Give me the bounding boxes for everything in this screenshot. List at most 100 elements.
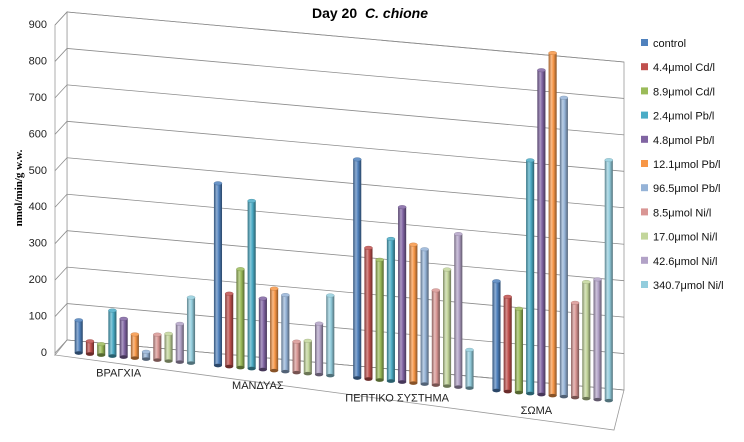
legend-label: 340.7μmol Ni/l [653, 280, 724, 292]
bar-body [225, 293, 234, 367]
bar-body [353, 159, 362, 379]
bar-cap [141, 349, 151, 354]
bar [314, 321, 324, 377]
bar-body [303, 340, 312, 374]
chart-title: Day 20 C. chione [312, 5, 428, 21]
bar-body [420, 249, 429, 385]
bar-base [465, 386, 474, 390]
y-tick-label: 200 [29, 274, 47, 286]
bar-body [364, 247, 373, 380]
gridline-side [54, 11, 68, 26]
legend-label: 4.4μmol Cd/l [653, 62, 715, 74]
legend-swatch [641, 39, 648, 46]
bar [236, 267, 245, 370]
bar-body [108, 310, 117, 357]
bar-body [375, 259, 384, 381]
bar-base [186, 361, 196, 365]
bar [503, 294, 512, 394]
bar-base [353, 376, 362, 380]
bar-body [247, 200, 256, 369]
bar-base [375, 378, 384, 382]
bar-body [571, 302, 580, 398]
bar-base [247, 366, 256, 371]
bar [130, 332, 140, 360]
bar [582, 280, 591, 401]
bar-base [526, 391, 535, 396]
bar-base [559, 394, 568, 399]
bar-body [582, 281, 591, 399]
y-tick-label: 900 [29, 19, 47, 31]
bar-base [142, 357, 151, 361]
bar [85, 339, 95, 356]
bar-body [409, 244, 418, 384]
gridline-side [54, 157, 68, 172]
bar [397, 205, 407, 384]
legend-label: control [653, 38, 686, 50]
legend-label: 8.5μmol Ni/l [653, 207, 711, 219]
bar-body [559, 97, 568, 397]
bar-base [420, 382, 429, 386]
bar [604, 158, 614, 403]
bar-cap [352, 157, 362, 162]
bar-cap [269, 286, 279, 291]
bar-base [537, 392, 546, 397]
legend-swatch [641, 135, 648, 143]
bar-body [97, 344, 106, 356]
bar-body [119, 318, 128, 358]
legend-label: 2.4μmol Pb/l [653, 111, 714, 123]
bar [375, 257, 384, 382]
bar [442, 267, 452, 388]
bar-cap [492, 279, 501, 284]
bar-cap [604, 158, 614, 163]
bar-base [225, 364, 234, 369]
bar [593, 277, 602, 402]
bar-body [186, 297, 196, 364]
legend-swatch [641, 111, 648, 119]
side-wall [54, 10, 68, 357]
bar-base [409, 381, 418, 385]
gridline-side [54, 193, 68, 208]
category-label: ΣΩΜΑ [521, 405, 553, 417]
bar-body [292, 341, 301, 373]
bar [326, 293, 335, 378]
bar-body [326, 295, 335, 376]
bar [119, 316, 128, 359]
bar-base [593, 397, 602, 402]
bar-body [604, 160, 613, 401]
legend-swatch [641, 208, 648, 216]
legend-label: 42.6μmol Ni/l [653, 256, 717, 268]
legend-label: 4.8μmol Pb/l [653, 135, 714, 147]
bar-base [97, 353, 106, 357]
bar-body [74, 320, 83, 354]
legend-label: 96.5μmol Pb/l [653, 183, 720, 195]
bar-body [153, 334, 162, 361]
bar-cap [153, 332, 162, 337]
y-tick-label: 0 [41, 347, 47, 359]
bar-base [492, 388, 501, 393]
bar [559, 95, 569, 399]
bar-cap [314, 321, 324, 326]
gridline-side [54, 303, 68, 317]
bar-base [130, 356, 139, 360]
bar [247, 198, 256, 371]
bar-base [303, 371, 312, 376]
bar-base [164, 359, 173, 363]
legend-swatch [641, 281, 648, 288]
bar-cap [281, 293, 290, 298]
bar-base [326, 373, 335, 378]
bar-body [492, 281, 501, 391]
bar-cap [454, 232, 463, 237]
bar-cap [164, 331, 173, 336]
bar-cap [420, 247, 429, 252]
gridline-side [54, 121, 68, 135]
legend-label: 17.0μmol Ni/l [653, 232, 717, 244]
bar-body [465, 349, 474, 389]
bar [303, 338, 313, 376]
bar-cap [85, 339, 95, 344]
bar-base [119, 355, 128, 359]
bar [292, 339, 301, 375]
bar-cap [247, 198, 256, 203]
legend-swatch [641, 256, 648, 264]
bar [492, 279, 501, 393]
bar [352, 157, 362, 380]
